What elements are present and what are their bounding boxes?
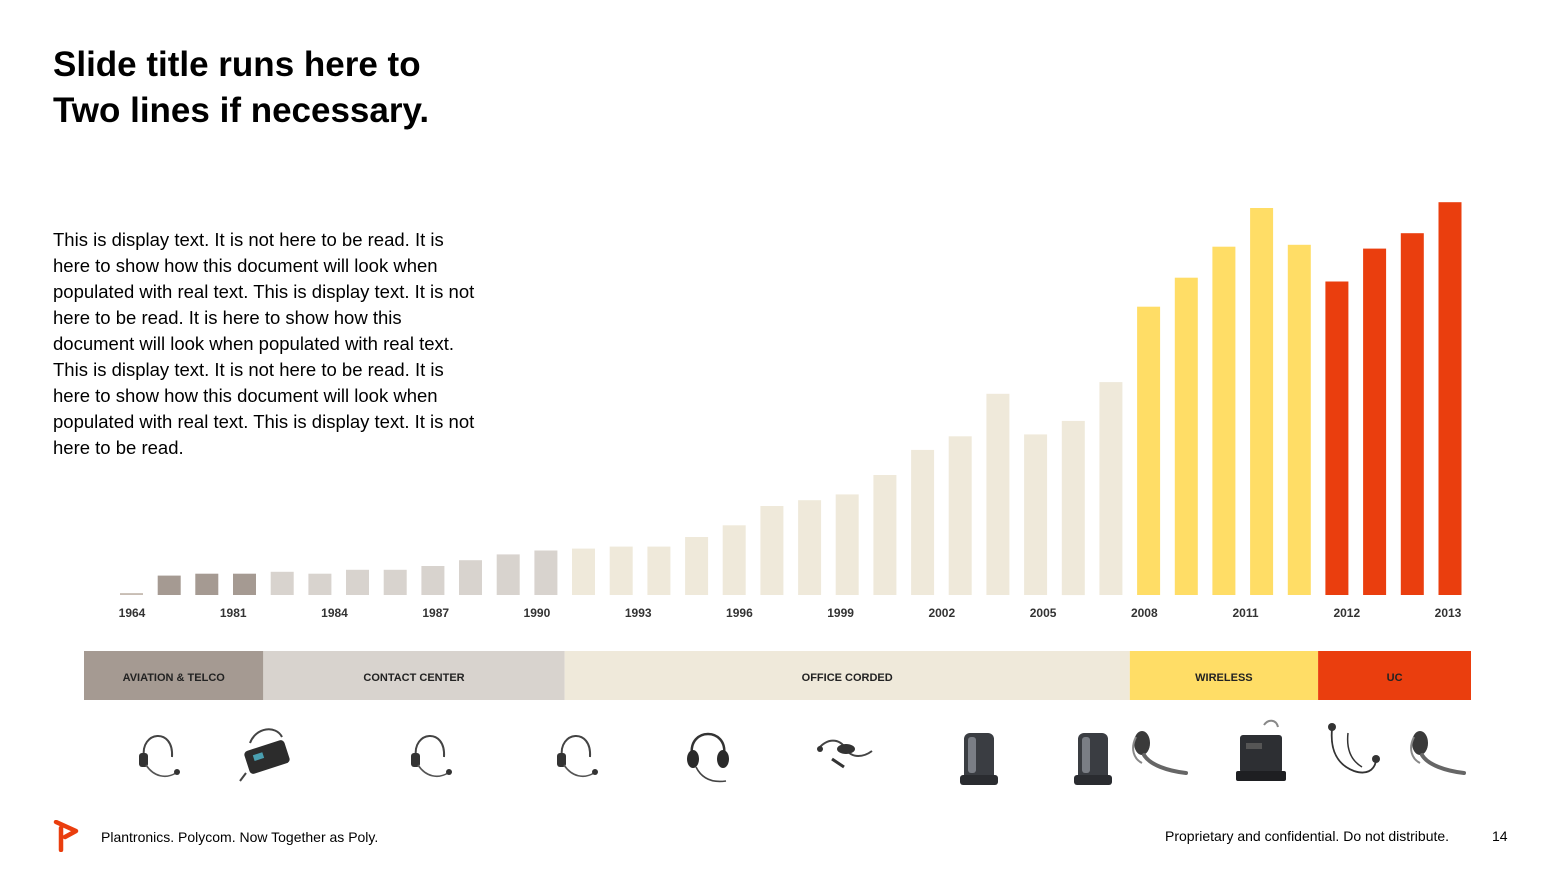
bar [948,436,972,595]
category-band [1129,651,1319,700]
slide-title: Slide title runs here to Two lines if ne… [53,42,573,134]
earbud-headset-icon [1318,715,1382,795]
bar [346,569,369,595]
bar [383,569,407,595]
headset-monaural-icon [398,715,462,795]
bar [534,550,558,595]
wireless-headset-base-icon [1062,715,1126,795]
category-band-label: OFFICE CORDED [802,672,893,684]
category-band-label: UC [1387,672,1403,684]
bar [1024,434,1048,595]
bluetooth-earpiece-icon [1128,715,1192,795]
bar [835,494,859,595]
category-band [1318,651,1471,700]
bar [459,560,482,595]
usb-headset-cable-icon [812,715,876,795]
bar [873,475,897,595]
bar [1287,244,1311,596]
body-text: This is display text. It is not here to … [53,229,475,458]
bar [421,566,445,595]
bar [685,537,709,595]
bar [195,573,219,595]
headset-binaural-icon [676,715,740,795]
wireless-base-station-icon [1228,715,1292,795]
category-band-label: AVIATION & TELCO [123,672,226,684]
bar [1099,382,1123,595]
bar [270,571,294,595]
headset-monaural-icon [544,715,608,795]
x-tick-label: 1984 [321,606,348,620]
bar [760,506,784,595]
footer-confidential: Proprietary and confidential. Do not dis… [1165,828,1450,844]
x-tick-label: 2012 [1333,606,1360,620]
x-tick-label: 1999 [827,606,854,620]
x-tick-label: 2011 [1232,606,1258,620]
bar [120,593,143,595]
category-band [564,651,1130,700]
page-number: 14 [1492,828,1508,844]
bar [722,525,746,595]
category-band [84,651,264,700]
bar [157,575,181,595]
bar [1250,208,1274,595]
bar [496,554,520,595]
bar [1212,246,1236,595]
x-tick-label: 1964 [119,606,146,620]
x-tick-label: 2005 [1030,606,1057,620]
bar [1325,281,1349,595]
bar [647,546,671,595]
category-band-label: CONTACT CENTER [363,672,464,684]
slide-title-line-2: Two lines if necessary. [53,91,430,130]
category-band-label: WIRELESS [1195,672,1252,684]
bar [572,548,595,595]
x-tick-label: 2008 [1131,606,1158,620]
slide-title-line-1: Slide title runs here to [53,45,421,84]
bar [308,573,332,595]
x-tick-label: 2002 [928,606,955,620]
wireless-headset-base-icon [948,715,1012,795]
bar [986,393,1010,595]
headset-amplifier-icon [236,715,300,795]
x-tick-label: 2013 [1435,606,1462,620]
x-tick-label: 1981 [220,606,247,620]
x-tick-label: 1996 [726,606,753,620]
headset-monaural-icon [126,715,190,795]
bar [1363,248,1387,595]
bluetooth-earpiece-icon [1406,715,1470,795]
bar [911,449,935,595]
bar [609,546,633,595]
bar [1438,202,1462,595]
category-band [263,651,565,700]
bar [233,573,256,595]
product-strip [120,715,1480,795]
poly-logo-icon [53,820,79,852]
bar [1400,233,1424,595]
x-tick-label: 1990 [524,606,551,620]
bar [798,500,822,595]
footer-tagline: Plantronics. Polycom. Now Together as Po… [101,829,379,845]
bar [1061,420,1085,596]
bar [1137,306,1161,595]
x-tick-label: 1993 [625,606,652,620]
bar [1174,277,1198,595]
x-tick-label: 1987 [422,606,449,620]
